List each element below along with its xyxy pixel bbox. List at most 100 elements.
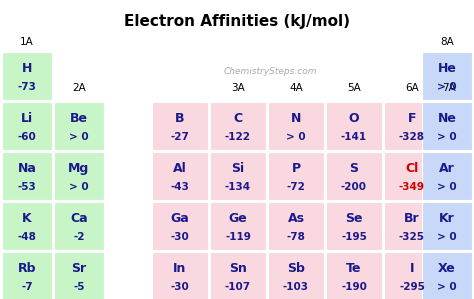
Text: -5: -5	[73, 282, 85, 292]
Text: Electron Affinities (kJ/mol): Electron Affinities (kJ/mol)	[124, 14, 350, 29]
Text: -195: -195	[341, 231, 367, 242]
Text: > 0: > 0	[69, 181, 89, 192]
Text: 4A: 4A	[289, 83, 303, 93]
Text: Br: Br	[404, 212, 420, 225]
Bar	[2, 152, 52, 200]
Text: 6A: 6A	[405, 83, 419, 93]
Text: Ca: Ca	[70, 212, 88, 225]
Bar	[326, 152, 382, 200]
Bar	[384, 102, 440, 150]
Bar	[54, 202, 104, 250]
Bar	[422, 52, 472, 100]
Bar	[422, 152, 472, 200]
Text: Xe: Xe	[438, 262, 456, 275]
Text: -43: -43	[171, 181, 190, 192]
Text: Na: Na	[18, 162, 36, 175]
Text: -200: -200	[341, 181, 367, 192]
Text: Ge: Ge	[228, 212, 247, 225]
Text: > 0: > 0	[437, 181, 457, 192]
Bar	[326, 252, 382, 299]
Text: -295: -295	[399, 282, 425, 292]
Text: Ne: Ne	[438, 112, 456, 125]
Bar	[210, 102, 266, 150]
Text: -73: -73	[18, 82, 36, 91]
Bar	[2, 52, 52, 100]
Bar	[2, 252, 52, 299]
Text: -30: -30	[171, 282, 190, 292]
Bar	[152, 252, 208, 299]
Bar	[152, 102, 208, 150]
Text: Te: Te	[346, 262, 362, 275]
Text: > 0: > 0	[437, 82, 457, 91]
Text: In: In	[173, 262, 187, 275]
Text: -30: -30	[171, 231, 190, 242]
Text: Sn: Sn	[229, 262, 247, 275]
Bar	[54, 152, 104, 200]
Bar	[268, 102, 324, 150]
Text: Ar: Ar	[439, 162, 455, 175]
Text: -53: -53	[18, 181, 36, 192]
Text: K: K	[22, 212, 32, 225]
Bar	[210, 252, 266, 299]
Text: O: O	[349, 112, 359, 125]
Bar	[326, 202, 382, 250]
Text: > 0: > 0	[437, 282, 457, 292]
Bar	[384, 202, 440, 250]
Text: Al: Al	[173, 162, 187, 175]
Text: Sb: Sb	[287, 262, 305, 275]
Text: B: B	[175, 112, 185, 125]
Text: -122: -122	[225, 132, 251, 141]
Text: 7A: 7A	[442, 83, 456, 93]
Bar	[54, 252, 104, 299]
Bar	[54, 102, 104, 150]
Bar	[268, 152, 324, 200]
Text: Se: Se	[345, 212, 363, 225]
Text: P: P	[292, 162, 301, 175]
Text: N: N	[291, 112, 301, 125]
Text: He: He	[438, 62, 456, 75]
Text: 1A: 1A	[20, 37, 34, 47]
Text: > 0: > 0	[69, 132, 89, 141]
Text: Si: Si	[231, 162, 245, 175]
Text: -349: -349	[399, 181, 425, 192]
Bar	[422, 202, 472, 250]
Text: -78: -78	[287, 231, 305, 242]
Text: -107: -107	[225, 282, 251, 292]
Bar	[326, 102, 382, 150]
Text: 8A: 8A	[440, 37, 454, 47]
Text: -103: -103	[283, 282, 309, 292]
Bar	[2, 202, 52, 250]
Text: Mg: Mg	[68, 162, 90, 175]
Text: Ga: Ga	[171, 212, 190, 225]
Text: -328: -328	[399, 132, 425, 141]
Text: -134: -134	[225, 181, 251, 192]
Text: 2A: 2A	[72, 83, 86, 93]
Text: Li: Li	[21, 112, 33, 125]
Text: S: S	[349, 162, 358, 175]
Text: Kr: Kr	[439, 212, 455, 225]
Bar	[384, 152, 440, 200]
Bar	[210, 152, 266, 200]
Text: > 0: > 0	[286, 132, 306, 141]
Text: > 0: > 0	[437, 231, 457, 242]
Bar	[152, 152, 208, 200]
Text: -72: -72	[287, 181, 305, 192]
Text: -7: -7	[21, 282, 33, 292]
Text: -2: -2	[73, 231, 85, 242]
Text: H: H	[22, 62, 32, 75]
Bar	[152, 202, 208, 250]
Text: Be: Be	[70, 112, 88, 125]
Text: -119: -119	[225, 231, 251, 242]
Text: ChemistrySteps.com: ChemistrySteps.com	[223, 68, 317, 77]
Text: Cl: Cl	[405, 162, 419, 175]
Text: C: C	[233, 112, 243, 125]
Text: Rb: Rb	[18, 262, 36, 275]
Text: -27: -27	[171, 132, 190, 141]
Bar	[422, 102, 472, 150]
Bar	[268, 202, 324, 250]
Bar	[210, 202, 266, 250]
Text: I: I	[410, 262, 414, 275]
Text: -60: -60	[18, 132, 36, 141]
Text: 3A: 3A	[231, 83, 245, 93]
Text: Sr: Sr	[72, 262, 87, 275]
